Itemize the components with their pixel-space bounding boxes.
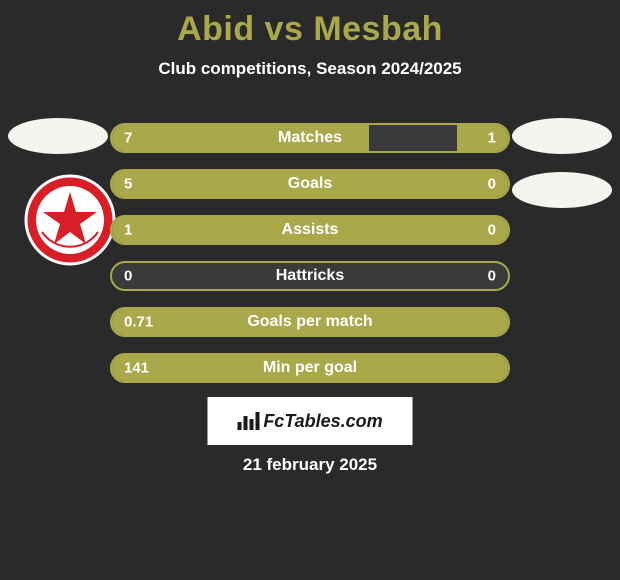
stat-row: 00Hattricks xyxy=(110,261,510,291)
date-text: 21 february 2025 xyxy=(0,455,620,475)
subtitle: Club competitions, Season 2024/2025 xyxy=(0,59,620,79)
stat-row: 141Min per goal xyxy=(110,353,510,383)
branding-box: FcTables.com xyxy=(208,397,413,445)
stat-label: Min per goal xyxy=(112,359,508,377)
player-left-badge-2 xyxy=(22,172,118,268)
stat-label: Hattricks xyxy=(112,267,508,285)
stat-row: 50Goals xyxy=(110,169,510,199)
page-title: Abid vs Mesbah xyxy=(0,0,620,49)
player-right-badge-1 xyxy=(512,118,612,154)
comparison-bars: 71Matches 50Goals 10Assists 00Hattricks 0.71… xyxy=(110,123,510,399)
stat-label: Matches xyxy=(112,129,508,147)
stat-label: Assists xyxy=(112,221,508,239)
stat-label: Goals xyxy=(112,175,508,193)
club-crest-icon xyxy=(22,172,118,268)
stat-row: 71Matches xyxy=(110,123,510,153)
player-right-badge-2 xyxy=(512,172,612,208)
stat-row: 10Assists xyxy=(110,215,510,245)
stat-label: Goals per match xyxy=(112,313,508,331)
stat-row: 0.71Goals per match xyxy=(110,307,510,337)
player-left-badge-1 xyxy=(8,118,108,154)
branding-text: FcTables.com xyxy=(263,411,382,432)
bars-icon xyxy=(237,412,259,430)
